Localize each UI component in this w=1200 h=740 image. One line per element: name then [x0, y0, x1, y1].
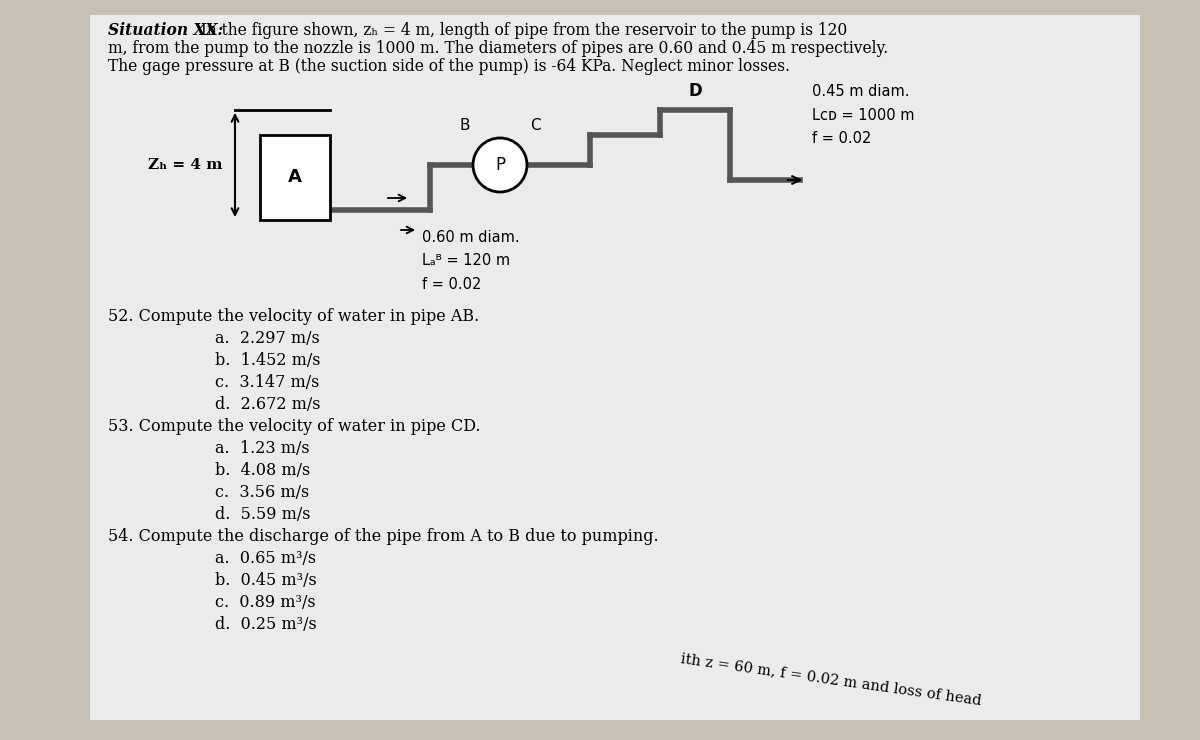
Text: c.  0.89 m³/s: c. 0.89 m³/s: [215, 594, 316, 611]
Text: d.  2.672 m/s: d. 2.672 m/s: [215, 396, 320, 413]
Text: A: A: [288, 169, 302, 186]
Text: In the figure shown, zₕ = 4 m, length of pipe from the reservoir to the pump is : In the figure shown, zₕ = 4 m, length of…: [196, 22, 847, 39]
Text: 0.60 m diam.
Lₐᴮ = 120 m
f = 0.02: 0.60 m diam. Lₐᴮ = 120 m f = 0.02: [422, 230, 520, 292]
Text: 53. Compute the velocity of water in pipe CD.: 53. Compute the velocity of water in pip…: [108, 418, 480, 435]
Bar: [90, 15, 1140, 720]
Text: a.  1.23 m/s: a. 1.23 m/s: [215, 440, 310, 457]
Text: P: P: [494, 156, 505, 174]
Text: b.  0.45 m³/s: b. 0.45 m³/s: [215, 572, 317, 589]
Text: The gage pressure at B (the suction side of the pump) is -64 KPa. Neglect minor : The gage pressure at B (the suction side…: [108, 58, 790, 75]
Text: a.  0.65 m³/s: a. 0.65 m³/s: [215, 550, 316, 567]
Text: D: D: [688, 82, 702, 100]
Text: m, from the pump to the nozzle is 1000 m. The diameters of pipes are 0.60 and 0.: m, from the pump to the nozzle is 1000 m…: [108, 40, 888, 57]
Text: d.  5.59 m/s: d. 5.59 m/s: [215, 506, 311, 523]
Text: 52. Compute the velocity of water in pipe AB.: 52. Compute the velocity of water in pip…: [108, 308, 479, 325]
Text: c.  3.147 m/s: c. 3.147 m/s: [215, 374, 319, 391]
Text: 0.45 m diam.
Lᴄᴅ = 1000 m
f = 0.02: 0.45 m diam. Lᴄᴅ = 1000 m f = 0.02: [812, 84, 914, 146]
Text: a.  2.297 m/s: a. 2.297 m/s: [215, 330, 319, 347]
Bar: [260, 135, 330, 220]
Text: C: C: [530, 118, 541, 133]
Text: 54. Compute the discharge of the pipe from A to B due to pumping.: 54. Compute the discharge of the pipe fr…: [108, 528, 659, 545]
Text: c.  3.56 m/s: c. 3.56 m/s: [215, 484, 310, 501]
Text: Zₕ = 4 m: Zₕ = 4 m: [149, 158, 223, 172]
Text: ith z = 60 m, f = 0.02 m and loss of head: ith z = 60 m, f = 0.02 m and loss of hea…: [680, 652, 983, 708]
Circle shape: [473, 138, 527, 192]
Text: b.  1.452 m/s: b. 1.452 m/s: [215, 352, 320, 369]
Text: B: B: [460, 118, 470, 133]
Text: d.  0.25 m³/s: d. 0.25 m³/s: [215, 616, 317, 633]
Text: Situation XX:: Situation XX:: [108, 22, 223, 39]
Text: b.  4.08 m/s: b. 4.08 m/s: [215, 462, 311, 479]
